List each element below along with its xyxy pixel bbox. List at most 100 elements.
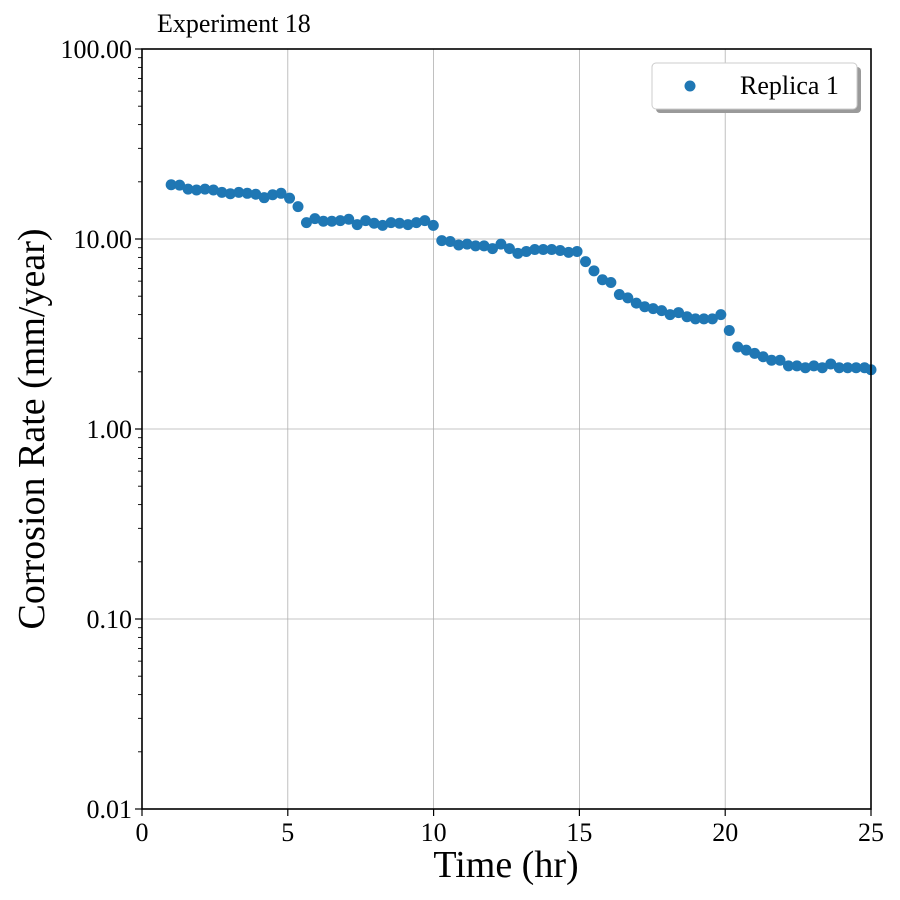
legend-box [651, 62, 858, 110]
grid [142, 49, 871, 809]
data-point [419, 215, 431, 227]
x-tick-label: 10 [421, 818, 447, 847]
data-point [630, 297, 642, 309]
data-point [816, 362, 828, 374]
data-point [233, 186, 245, 198]
data-point [512, 247, 524, 259]
data-point [580, 256, 592, 268]
data-point [453, 239, 465, 251]
legend: Replica 1 [651, 62, 861, 113]
chart-title: Experiment 18 [157, 9, 311, 38]
data-point [689, 313, 701, 325]
data-point [461, 238, 473, 250]
legend-label: Replica 1 [740, 71, 839, 100]
data-point [850, 362, 862, 374]
data-point [207, 184, 219, 196]
data-point [292, 201, 304, 213]
data-point [605, 277, 617, 289]
x-tick-label: 20 [712, 818, 738, 847]
data-point [588, 265, 600, 277]
data-point [224, 188, 236, 200]
data-point [774, 354, 786, 366]
x-tick-label: 0 [136, 818, 149, 847]
data-point [546, 244, 558, 256]
major-ticks [135, 48, 872, 816]
data-point [766, 354, 778, 366]
data-point [402, 219, 414, 231]
data-point [571, 245, 583, 257]
data-point [681, 311, 693, 323]
data-point [360, 215, 372, 227]
data-point [174, 179, 186, 191]
plot-frame [141, 48, 872, 810]
data-point [199, 183, 211, 195]
data-point [656, 305, 668, 317]
data-point [478, 240, 490, 252]
data-point [343, 213, 355, 225]
data-points [165, 179, 877, 376]
y-tick-label: 0.01 [87, 795, 133, 824]
data-point [300, 217, 312, 229]
data-point [596, 274, 608, 286]
data-point [715, 309, 727, 321]
data-point [275, 187, 287, 199]
data-point [529, 244, 541, 256]
data-point [191, 184, 203, 196]
data-point [182, 183, 194, 195]
data-point [377, 219, 389, 231]
data-point [326, 215, 338, 227]
x-tick-label: 15 [566, 818, 592, 847]
data-point [698, 313, 710, 325]
data-point [241, 187, 253, 199]
y-axis-label: Corrosion Rate (mm/year) [11, 228, 53, 629]
data-point [487, 243, 498, 255]
data-point [622, 292, 634, 304]
data-point [351, 219, 363, 231]
data-point [749, 347, 761, 359]
data-point [250, 188, 262, 200]
data-point [799, 362, 811, 374]
data-point [647, 303, 659, 315]
data-point [613, 289, 625, 301]
data-point [520, 245, 532, 257]
x-tick-labels: 0 5 10 15 20 25 [136, 818, 885, 847]
y-tick-label: 1.00 [87, 415, 133, 444]
x-tick-label: 25 [858, 818, 884, 847]
data-point [427, 219, 439, 231]
data-point [723, 324, 735, 336]
data-point [368, 217, 380, 229]
data-point [664, 309, 676, 321]
data-point [842, 362, 854, 374]
data-point [833, 362, 845, 374]
data-point [410, 217, 422, 229]
data-point [385, 217, 397, 229]
data-point [537, 244, 549, 256]
data-point [706, 313, 718, 325]
y-tick-label: 10.00 [74, 225, 133, 254]
data-point [309, 213, 321, 225]
data-point [554, 244, 566, 256]
x-axis-label: Time (hr) [433, 844, 578, 886]
y-tick-label: 0.10 [87, 605, 133, 634]
data-point [782, 360, 794, 372]
data-point [639, 301, 651, 313]
data-point [393, 217, 405, 229]
data-point [825, 358, 837, 370]
data-point [165, 179, 177, 191]
data-point [732, 341, 744, 353]
data-point [740, 344, 752, 356]
data-point [503, 243, 515, 255]
data-point [444, 236, 456, 248]
data-point [267, 189, 279, 201]
data-point [495, 238, 507, 250]
data-point [470, 240, 482, 252]
legend-marker [684, 80, 696, 92]
data-point [284, 192, 296, 204]
data-point [258, 192, 270, 204]
data-point [317, 215, 329, 227]
data-point [808, 360, 820, 372]
x-tick-label: 5 [281, 818, 294, 847]
y-tick-labels: 0.01 0.10 1.00 10.00 100.00 [61, 35, 133, 824]
data-point [436, 235, 448, 247]
